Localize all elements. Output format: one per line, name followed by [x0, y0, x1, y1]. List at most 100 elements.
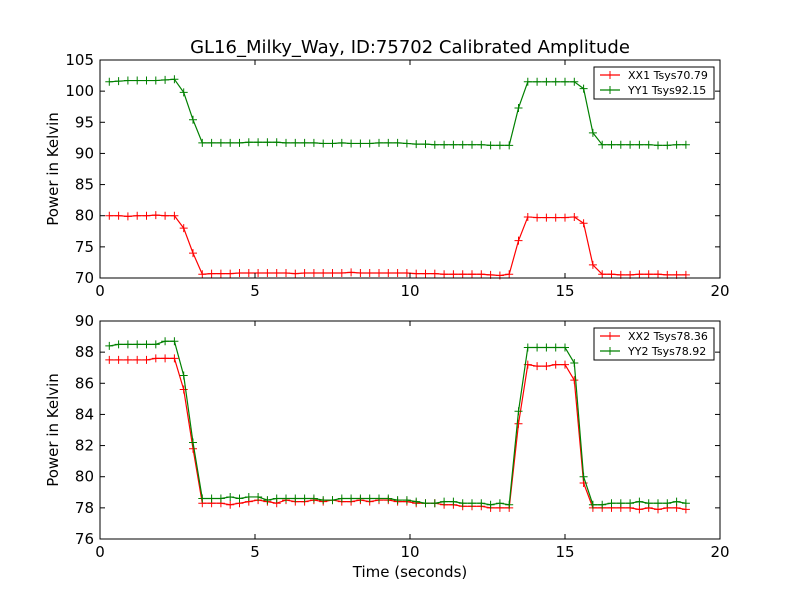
data-point	[644, 499, 653, 508]
data-point	[272, 269, 281, 278]
data-point	[263, 269, 272, 278]
data-point	[440, 497, 449, 506]
series-2	[105, 75, 690, 150]
data-point	[393, 269, 402, 278]
data-point	[365, 139, 374, 148]
legend-marker	[606, 332, 614, 340]
data-point	[579, 472, 588, 481]
data-point	[216, 494, 225, 503]
data-point	[133, 340, 142, 349]
data-point	[412, 269, 421, 278]
data-point	[626, 140, 635, 149]
data-point	[244, 138, 253, 147]
data-point	[505, 500, 514, 509]
data-point	[198, 138, 207, 147]
data-point	[105, 341, 114, 350]
y-tick-label: 88	[75, 343, 94, 361]
data-point	[551, 360, 560, 369]
data-point	[179, 385, 188, 394]
x-tick-label: 0	[95, 282, 105, 300]
data-point	[133, 211, 142, 220]
data-point	[300, 494, 309, 503]
data-point	[356, 494, 365, 503]
data-point	[384, 269, 393, 278]
data-point	[616, 140, 625, 149]
data-point	[365, 494, 374, 503]
data-point	[142, 355, 151, 364]
data-point	[170, 211, 179, 220]
data-point	[514, 103, 523, 112]
data-point	[384, 494, 393, 503]
x-tick-label: 10	[400, 543, 419, 561]
data-point	[123, 355, 132, 364]
data-point	[309, 494, 318, 503]
data-point	[402, 496, 411, 505]
data-point	[579, 84, 588, 93]
x-tick-label: 15	[555, 282, 574, 300]
data-point	[319, 269, 328, 278]
data-point	[412, 140, 421, 149]
data-point	[319, 496, 328, 505]
data-point	[561, 360, 569, 369]
legend-label: XX1 Tsys70.79	[628, 69, 708, 82]
data-point	[282, 138, 290, 147]
data-point	[542, 362, 551, 371]
data-point	[123, 212, 132, 221]
data-point	[598, 140, 607, 149]
data-point	[244, 269, 253, 278]
y-tick-label: 90	[75, 312, 94, 330]
data-point	[635, 140, 644, 149]
x-tick-label: 20	[710, 282, 729, 300]
data-point	[551, 77, 560, 86]
data-point	[272, 494, 281, 503]
data-point	[151, 76, 160, 85]
data-point	[542, 77, 551, 86]
data-point	[123, 76, 132, 85]
data-point	[328, 139, 337, 148]
y-tick-label: 78	[75, 499, 94, 517]
data-point	[226, 492, 235, 501]
data-point	[588, 260, 597, 269]
legend: XX2 Tsys78.36 YY2 Tsys78.92	[593, 327, 715, 361]
data-point	[421, 499, 430, 508]
data-point	[402, 139, 411, 148]
y-tick-label: 100	[65, 82, 94, 100]
data-point	[207, 269, 216, 278]
data-point	[114, 340, 123, 349]
data-point	[495, 499, 504, 508]
data-point	[291, 269, 300, 278]
y-tick-label: 80	[75, 468, 94, 486]
data-point	[672, 140, 681, 149]
data-point	[235, 138, 244, 147]
legend-marker	[606, 86, 614, 94]
data-point	[486, 500, 495, 509]
data-point	[114, 77, 123, 86]
data-point	[514, 419, 523, 428]
data-point	[430, 499, 439, 508]
data-point	[412, 497, 421, 506]
data-point	[486, 141, 495, 150]
data-point	[300, 269, 309, 278]
data-point	[105, 211, 114, 220]
data-point	[179, 88, 188, 97]
data-point	[551, 343, 560, 352]
data-point	[347, 494, 356, 503]
data-point	[449, 270, 458, 279]
data-point	[654, 141, 662, 150]
data-point	[588, 128, 597, 137]
data-point	[198, 494, 207, 503]
data-point	[170, 75, 179, 84]
data-point	[105, 77, 114, 86]
data-point	[607, 270, 616, 279]
data-point	[375, 269, 383, 278]
data-point	[561, 77, 569, 86]
data-point	[133, 76, 142, 85]
data-point	[579, 219, 588, 228]
data-point	[607, 140, 616, 149]
data-point	[254, 138, 263, 147]
x-tick-label: 20	[710, 543, 729, 561]
data-point	[421, 140, 430, 149]
data-point	[635, 270, 644, 279]
y-tick-label: 70	[75, 269, 94, 287]
data-point	[272, 138, 281, 147]
